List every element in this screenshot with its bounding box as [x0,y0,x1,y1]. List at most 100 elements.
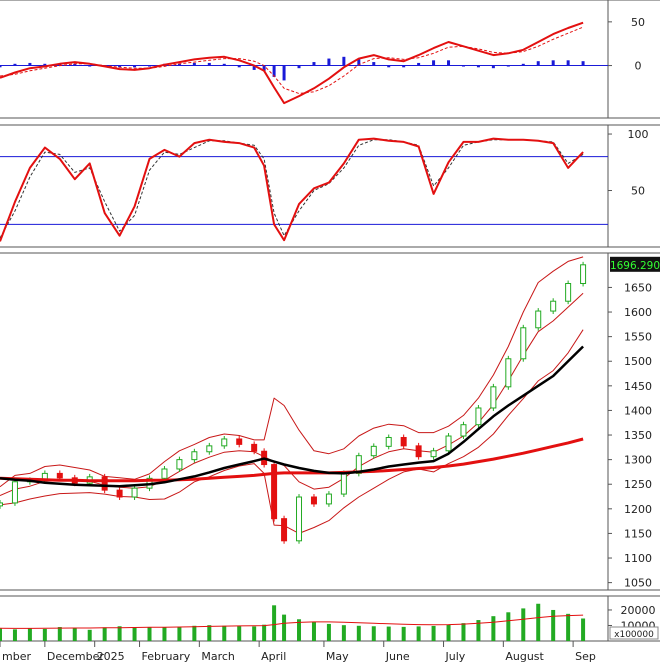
volume-bar [262,624,267,641]
volume-moving-average [0,614,584,629]
volume-bar [72,627,77,641]
macd-histogram-bar [402,65,406,68]
x-tick-label-5: April [261,650,286,663]
stochastic-ytick-1: 50 [631,185,645,198]
x-tick-label-10: Sep [575,650,596,663]
macd-histogram-bar [262,65,266,71]
x-tick-label-8: July [445,650,466,663]
bollinger-upper-band [0,256,584,488]
price-ytick-3: 1500 [624,355,652,368]
candle-body [490,386,497,409]
volume-bar [371,626,376,641]
volume-bar [446,624,451,641]
price-ytick-10: 1150 [624,527,652,540]
volume-bar [57,627,62,641]
volume-bar [162,627,167,641]
candle-body [505,358,512,388]
candle-body [11,481,18,504]
x-tick-label-0: mber [2,650,31,663]
reference-lines [0,65,608,225]
volume-unit-label: x100000 [614,630,654,640]
macd-histogram-bar [521,63,525,66]
macd-histogram-bar [88,65,92,67]
price-ytick-0: 1650 [624,281,652,294]
candle-body [131,487,138,498]
x-tick-label-6: May [326,650,349,663]
candle-body [221,438,228,447]
macd-histogram-bar [133,65,137,68]
macd-histogram-bar [372,62,376,66]
macd-histogram-bar [491,65,495,69]
macd-ytick-1: 0 [635,60,642,73]
candle-body [56,472,63,479]
macd-histogram-bar [177,63,181,66]
tick-labels: 50 0 100 50 1650 1600 1550 1500 1450 1400 1350 1300… [0,16,656,663]
macd-histogram-bar [73,63,77,66]
volume-bar [581,618,586,641]
volume-bar [12,629,17,641]
volume-bar [476,620,481,641]
macd-histogram-bar [148,65,152,67]
volume-bar [431,625,436,641]
candle-body [355,455,362,474]
stochastic-d-line [0,139,584,239]
volume-bar [252,626,257,641]
macd-histogram-bar [237,65,241,68]
volume-bar [282,614,287,641]
volume-bar [272,605,277,641]
candle-body [325,493,332,505]
volume-bar [311,621,316,641]
volume-bar [536,603,541,641]
price-ytick-8: 1250 [624,478,652,491]
candle-body [191,451,198,461]
volume-bar [27,628,32,641]
x-tick-label-2: 2025 [97,650,125,663]
macd-histogram-bar [551,60,555,66]
candle-body [580,264,587,285]
macd-histogram-bar [192,62,196,66]
candle-body [460,424,467,437]
volume-bar [341,625,346,641]
macd-histogram-bar [461,65,465,67]
volume-bar [356,625,361,641]
candle-body [415,445,422,458]
last-price-label: 1696.290 [610,260,660,272]
candle-body [281,518,288,542]
x-tick-label-1: December [47,650,105,663]
macd-histogram-bar [118,65,122,68]
volume-bar [117,626,122,641]
volume-bar [326,623,331,641]
volume-bar [461,623,466,641]
candle-body [385,436,392,447]
price-ytick-6: 1350 [624,429,652,442]
volume-bar [0,628,2,641]
volume-bar [102,627,107,641]
candle-body [116,489,123,498]
candle-body [251,443,258,452]
last-price-badge-bg [610,256,660,272]
candle-body [271,464,278,520]
price-ytick-5: 1400 [624,404,652,417]
candle-body [236,438,243,445]
candle-body [161,468,168,479]
macd-histogram-bar [272,65,276,77]
price-ytick-9: 1200 [624,503,652,516]
volume-bar [551,609,556,641]
last-price-badge: 1696.290 [610,256,660,272]
macd-histogram-bar [476,65,480,68]
price-ytick-1: 1600 [624,306,652,319]
moving-average-fast [0,345,584,488]
macd-signal-line [0,26,584,94]
volume-ytick-0: 20000 [621,604,656,617]
volume-bar [237,626,242,641]
candle-body [370,445,377,457]
chart-marks [0,21,587,641]
candle-body [520,327,527,360]
macd-histogram-bar [327,58,331,66]
candle-body [550,300,557,312]
candle-body [296,496,303,542]
candle-body [565,283,572,302]
volume-bar [491,616,496,641]
candle-body [400,436,407,447]
price-ytick-4: 1450 [624,380,652,393]
